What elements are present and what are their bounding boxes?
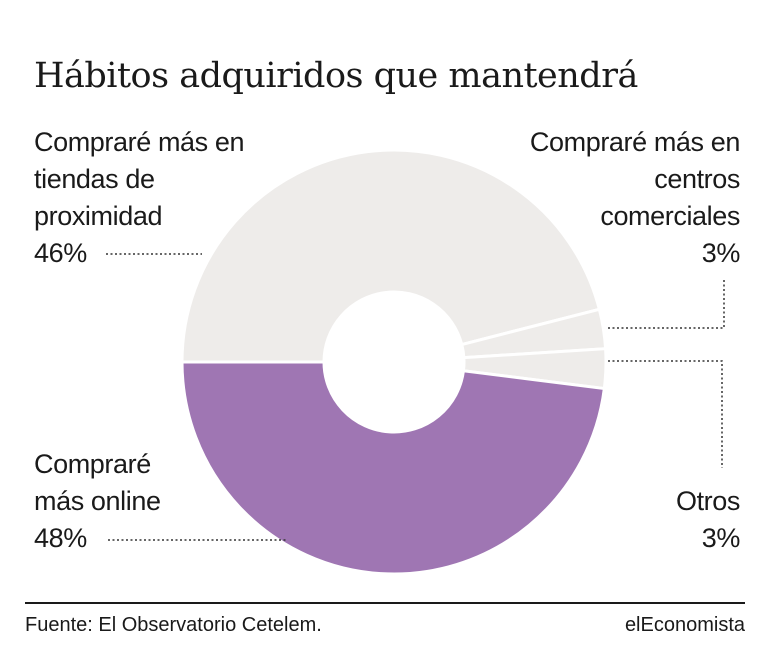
label-proximidad-line3: proximidad — [34, 201, 163, 231]
label-centros-line2: centros — [654, 164, 740, 194]
label-centros-line3: comerciales — [600, 201, 740, 231]
leader-centros — [608, 279, 725, 329]
value-otros: 3% — [701, 523, 741, 553]
label-proximidad-line1: Compraré más en — [34, 127, 245, 157]
leader-otros — [608, 360, 723, 468]
label-online: Compraré más online 48% — [34, 446, 161, 557]
label-otros-line1: Otros — [675, 486, 740, 516]
label-online-line2: más online — [34, 486, 161, 516]
source-note: Fuente: El Observatorio Cetelem. — [25, 614, 322, 636]
value-online: 48% — [34, 523, 87, 553]
value-proximidad: 46% — [34, 238, 87, 268]
label-proximidad-line2: tiendas de — [34, 164, 155, 194]
donut-chart — [106, 148, 725, 576]
label-proximidad: Compraré más en tiendas de proximidad 46… — [34, 124, 244, 272]
chart-title: Hábitos adquiridos que mantendrá — [34, 56, 638, 96]
slice-1 — [180, 148, 602, 364]
footer-divider — [25, 602, 745, 604]
brand-logo-text: elEconomista — [624, 614, 745, 636]
label-centros: Compraré más en centros comerciales 3% — [530, 124, 740, 272]
label-online-line1: Compraré — [34, 449, 151, 479]
slice-0 — [180, 360, 607, 576]
label-centros-line1: Compraré más en — [529, 127, 740, 157]
value-centros: 3% — [701, 238, 741, 268]
label-otros: Otros 3% — [676, 483, 740, 557]
